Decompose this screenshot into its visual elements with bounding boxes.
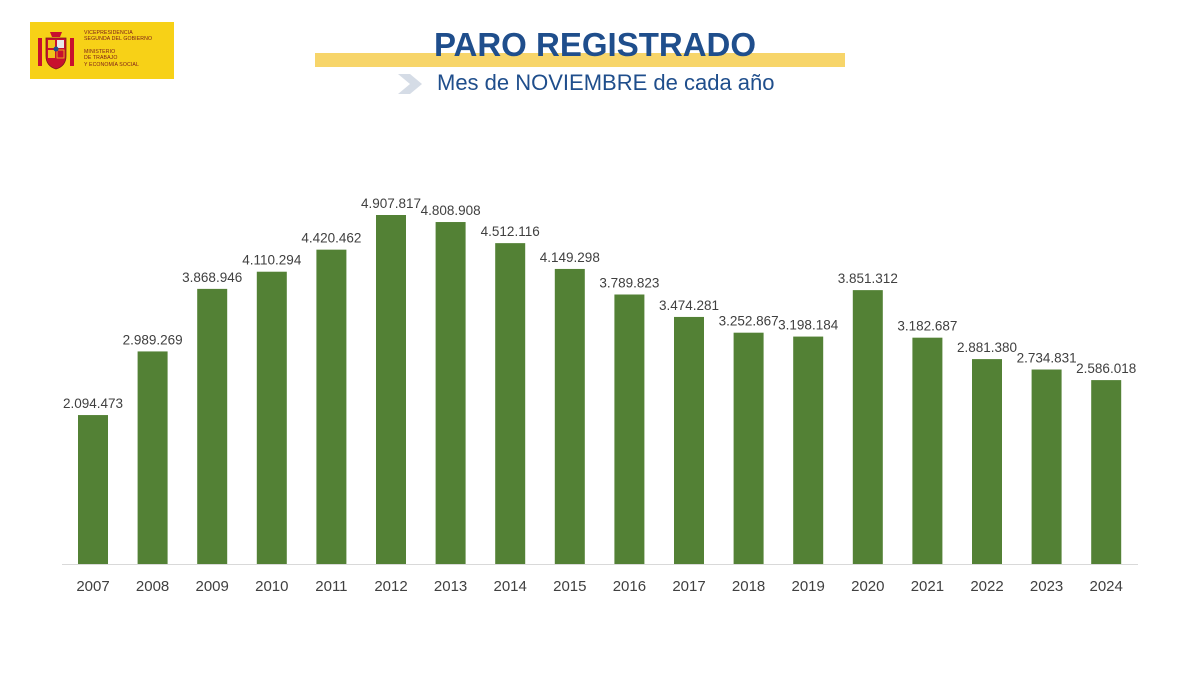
data-label-2019: 3.198.184	[778, 318, 839, 333]
logo-text-line3: Ministerio	[84, 49, 116, 55]
data-label-2010: 4.110.294	[242, 253, 302, 268]
x-tick-2008: 2008	[136, 578, 169, 595]
data-label-2012: 4.907.817	[361, 196, 421, 211]
x-tick-2010: 2010	[255, 578, 288, 595]
bar-2013	[435, 222, 466, 565]
data-label-2024: 2.586.018	[1076, 361, 1136, 376]
data-label-2021: 3.182.687	[897, 319, 957, 334]
data-label-2018: 3.252.867	[719, 314, 779, 329]
bar-2014	[495, 243, 526, 564]
x-tick-2023: 2023	[1030, 578, 1063, 595]
data-label-2014: 4.512.116	[481, 224, 540, 239]
x-tick-2011: 2011	[315, 578, 347, 595]
bar-2017	[674, 316, 704, 564]
bar-2007	[78, 415, 108, 564]
data-label-2022: 2.881.380	[957, 340, 1017, 355]
data-label-2017: 3.474.281	[659, 298, 719, 313]
x-tick-2016: 2016	[613, 578, 646, 595]
x-tick-2021: 2021	[911, 578, 944, 595]
logo-text-line5: y Economía Social	[84, 61, 139, 68]
bar-2024	[1091, 380, 1122, 564]
x-tick-2009: 2009	[196, 578, 229, 595]
data-label-2023: 2.734.831	[1017, 351, 1077, 366]
data-label-2007: 2.094.473	[63, 396, 123, 411]
bar-2011	[316, 249, 347, 565]
bar-2023	[1031, 369, 1062, 564]
bar-2018	[733, 332, 764, 564]
x-tick-2024: 2024	[1090, 578, 1123, 595]
logo-text-line4: de Trabajo	[84, 55, 118, 62]
bar-2012	[376, 215, 406, 564]
data-label-2015: 4.149.298	[540, 250, 600, 265]
bar-2008	[137, 351, 168, 564]
x-tick-2015: 2015	[553, 578, 586, 595]
government-logo: Vicepresidencia Segunda del Gobierno Min…	[30, 22, 174, 79]
bar-2021	[912, 337, 943, 564]
title-highlight-band	[315, 53, 845, 67]
bar-2020	[852, 290, 883, 564]
x-tick-2018: 2018	[732, 578, 765, 595]
x-tick-2017: 2017	[672, 578, 705, 595]
data-label-2016: 3.789.823	[599, 276, 659, 291]
x-tick-2012: 2012	[374, 578, 407, 595]
data-label-2009: 3.868.946	[182, 270, 242, 285]
data-label-2011: 4.420.462	[301, 231, 361, 246]
x-tick-2022: 2022	[970, 578, 1003, 595]
chart-title: PARO REGISTRADO	[433, 26, 757, 63]
bar-2016	[614, 294, 645, 564]
x-tick-2013: 2013	[434, 578, 467, 595]
chart-subtitle: Mes de NOVIEMBRE de cada año	[437, 70, 775, 95]
bar-2010	[256, 271, 287, 564]
data-label-2008: 2.989.269	[123, 332, 183, 347]
data-label-2013: 4.808.908	[421, 203, 481, 218]
bar-2019	[793, 336, 824, 564]
x-tick-2019: 2019	[792, 578, 825, 595]
bar-2015	[554, 268, 585, 564]
logo-text-line1: Vicepresidencia	[84, 30, 133, 36]
x-tick-2007: 2007	[76, 578, 109, 595]
x-tick-2020: 2020	[851, 578, 884, 595]
x-tick-2014: 2014	[494, 578, 527, 595]
chevron-right-icon	[398, 74, 422, 94]
data-label-2020: 3.851.312	[838, 271, 898, 286]
coat-of-arms-icon	[38, 32, 74, 70]
bar-2009	[197, 288, 228, 564]
bar-2022	[972, 359, 1002, 564]
logo-text-line2: Segunda del Gobierno	[84, 36, 153, 43]
